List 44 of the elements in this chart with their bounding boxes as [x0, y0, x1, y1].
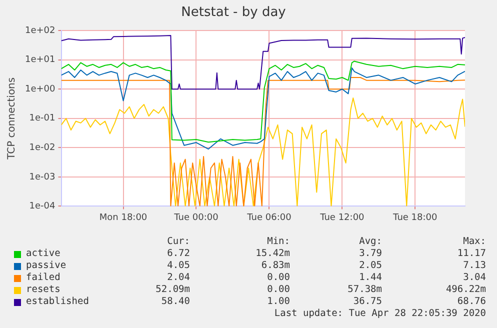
text: 1.00 — [267, 296, 290, 308]
x-tick-label: Tue 12:00 — [319, 212, 365, 223]
y-tick-label: 1e+02 — [24, 26, 56, 36]
text: 52.09m — [156, 284, 190, 296]
text: 4.05 — [167, 260, 190, 272]
y-tick-label: 1e-03 — [29, 172, 56, 182]
y-tick-label: 1e-04 — [29, 202, 56, 212]
y-tick-label: 1e-01 — [29, 114, 56, 124]
y-tick-label: 1e-02 — [29, 143, 56, 154]
text: 3.79 — [359, 248, 382, 260]
x-tick-label: Mon 18:00 — [99, 212, 148, 223]
x-tick-label: Tue 06:00 — [246, 212, 292, 223]
y-tick-label: 1e+01 — [24, 55, 56, 66]
text: Last update: Tue Apr 28 22:05:39 2020 — [274, 308, 486, 320]
legend-label: failed — [26, 272, 60, 284]
text: 57.38m — [348, 284, 382, 296]
x-tick-label: Tue 18:00 — [392, 212, 438, 223]
legend-label: resets — [26, 284, 60, 296]
text: Min: — [267, 236, 290, 248]
text: 36.75 — [353, 296, 382, 308]
text: Avg: — [359, 236, 382, 248]
text: Cur: — [167, 236, 190, 248]
text: 496.22m — [446, 284, 486, 296]
text: 7.13 — [463, 260, 486, 272]
legend-label: passive — [26, 260, 66, 272]
text: 0.00 — [267, 284, 290, 296]
text: 2.04 — [167, 272, 190, 284]
text: 0.00 — [267, 272, 290, 284]
text: 15.42m — [256, 248, 290, 260]
text: 3.04 — [463, 272, 486, 284]
y-tick-label: 1e+00 — [24, 84, 56, 94]
text: 58.40 — [161, 296, 190, 308]
y-axis-title: TCP connections — [6, 77, 18, 160]
text: 11.17 — [457, 248, 486, 260]
legend-label: established — [26, 296, 89, 308]
chart-title: Netstat - by day — [181, 5, 286, 20]
text: 6.72 — [167, 248, 190, 260]
text: 1.44 — [359, 272, 382, 284]
text: 2.05 — [359, 260, 382, 272]
text: 6.83m — [261, 260, 290, 272]
text: 68.76 — [457, 296, 486, 308]
x-tick-label: Tue 00:00 — [173, 212, 219, 223]
legend-label: active — [26, 248, 60, 260]
text: Max: — [463, 236, 486, 248]
